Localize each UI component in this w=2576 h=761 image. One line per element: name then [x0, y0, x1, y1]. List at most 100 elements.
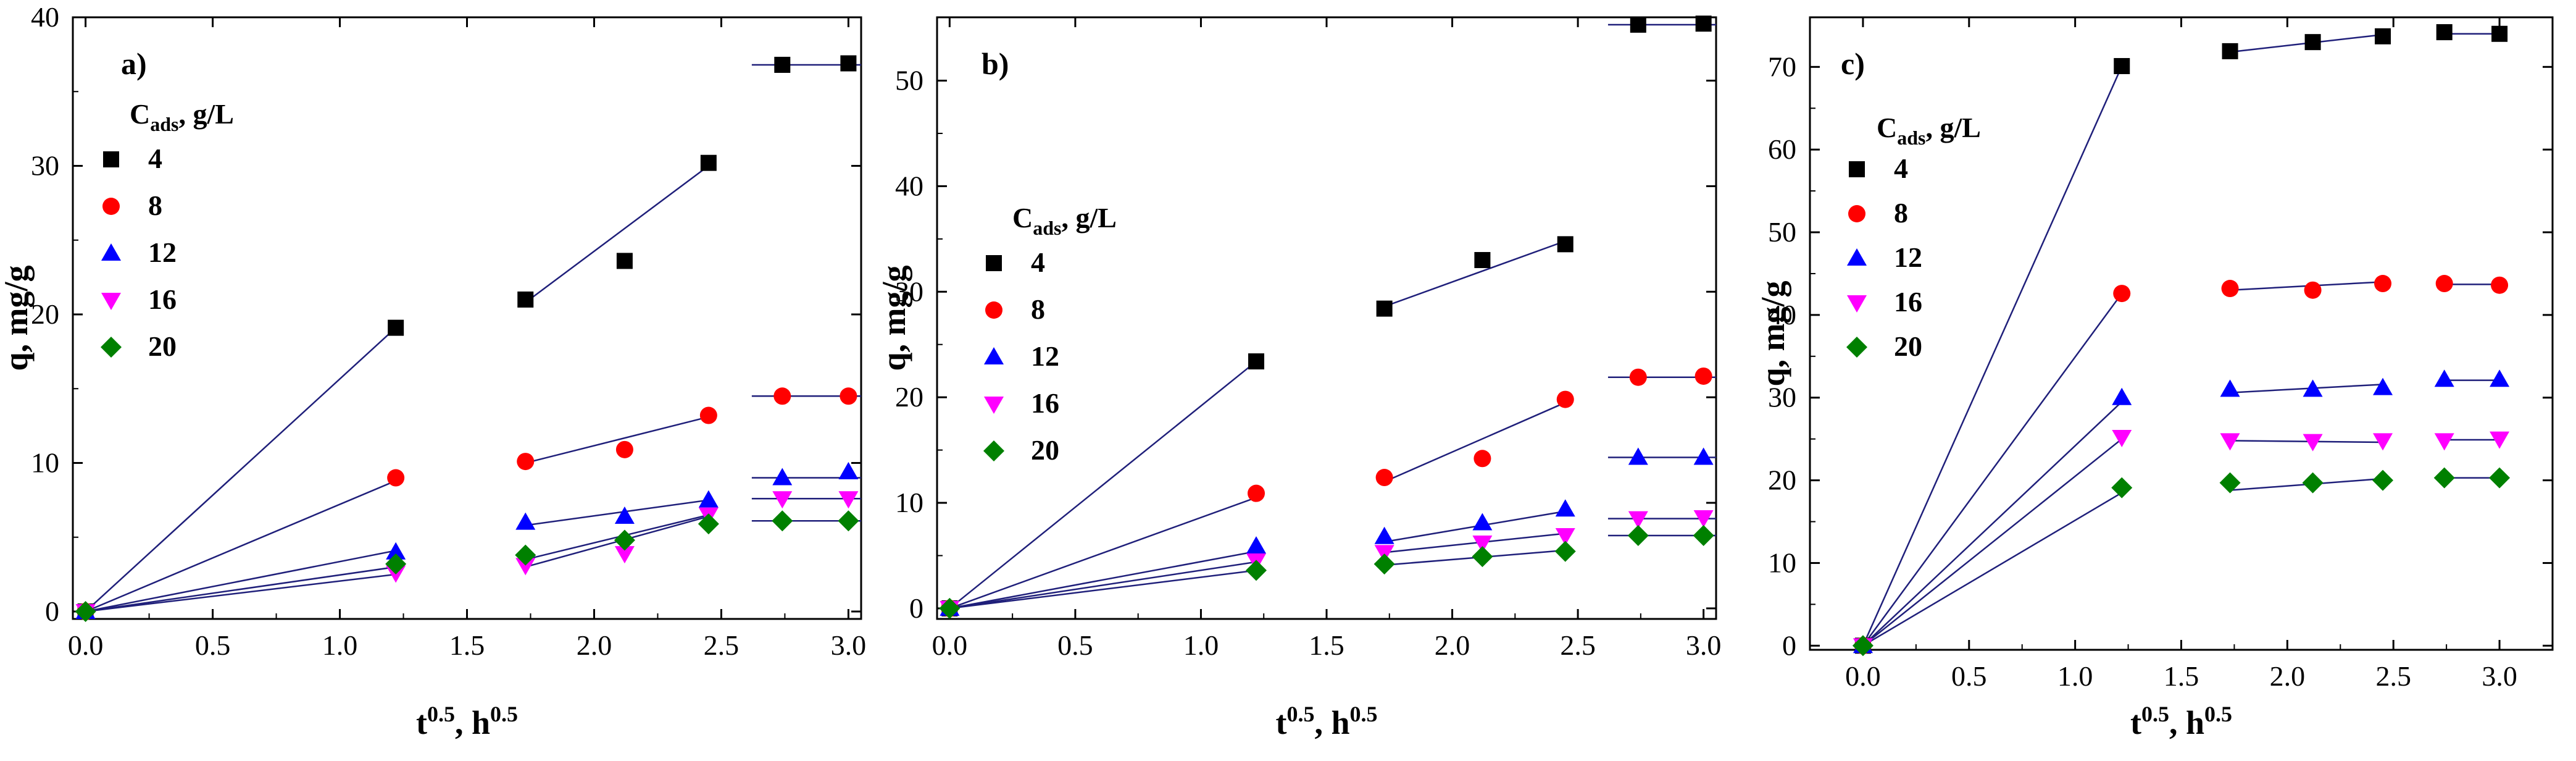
data-point-4 — [1695, 15, 1712, 32]
legend-marker-20 — [1846, 337, 1867, 358]
data-point-20 — [515, 544, 536, 566]
data-point-20 — [1554, 540, 1576, 562]
data-point-12 — [772, 468, 793, 486]
data-point-12 — [1693, 447, 1714, 465]
legend-label-12: 12 — [1894, 242, 1922, 273]
x-tick-label: 3.0 — [1686, 629, 1722, 661]
data-point-20 — [1472, 546, 1493, 568]
data-point-16 — [1472, 535, 1493, 553]
data-point-4 — [700, 154, 717, 171]
x-axis-title: t0.5, h0.5 — [416, 702, 518, 741]
data-point-8 — [1473, 450, 1491, 468]
chart-panel-b: 0.0 0.5 1.0 1.5 2.0 2.5 3.0 0 10 20 30 40 50 t0.5, h0… — [875, 15, 1721, 741]
panel-label: a) — [121, 46, 147, 81]
data-point-4 — [2222, 43, 2238, 59]
x-tick-label: 2.0 — [2270, 660, 2306, 692]
data-point-12 — [1628, 447, 1648, 465]
data-point-4 — [2375, 28, 2391, 44]
data-point-16 — [2112, 429, 2132, 447]
legend-label-20: 20 — [1031, 434, 1059, 466]
y-tick-label: 0 — [909, 592, 923, 624]
data-point-20 — [1852, 635, 1874, 657]
legend-marker-20 — [101, 337, 122, 358]
x-tick-label: 2.0 — [1435, 629, 1470, 661]
data-point-16 — [772, 491, 793, 509]
data-point-16 — [2303, 434, 2323, 452]
fit-line-8 — [1862, 293, 2123, 647]
data-point-8 — [2435, 275, 2453, 293]
data-point-20 — [698, 513, 719, 535]
fit-line-16 — [1862, 438, 2123, 647]
data-point-4 — [774, 56, 791, 73]
legend-marker-8 — [1848, 205, 1865, 222]
data-point-8 — [2113, 285, 2131, 303]
y-tick-label: 30 — [31, 149, 59, 181]
data-point-12 — [614, 507, 635, 524]
legend-label-16: 16 — [148, 284, 177, 315]
data-point-4 — [2491, 25, 2508, 42]
y-tick-label: 40 — [895, 170, 923, 201]
legend-marker-12 — [984, 347, 1004, 364]
fit-line-8 — [949, 497, 1257, 610]
data-point-20 — [2489, 467, 2511, 489]
x-tick-label: 1.0 — [322, 629, 358, 661]
data-point-8 — [2304, 281, 2322, 299]
fit-line-12 — [85, 550, 396, 613]
fit-line-20 — [949, 570, 1257, 610]
data-point-12 — [1472, 513, 1493, 531]
data-point-20 — [838, 510, 859, 532]
legend-marker-20 — [983, 440, 1004, 461]
data-point-20 — [1246, 560, 1267, 581]
data-point-8 — [387, 469, 405, 487]
data-point-16 — [614, 546, 635, 564]
fit-line-16 — [949, 561, 1257, 610]
fit-line-4 — [1862, 65, 2123, 646]
data-point-12 — [2490, 369, 2510, 387]
data-point-20 — [2302, 472, 2324, 494]
data-point-4 — [388, 319, 404, 336]
legend-label-8: 8 — [148, 190, 162, 221]
data-point-16 — [2434, 433, 2454, 451]
fit-line-12 — [525, 499, 709, 526]
legend-marker-4 — [986, 255, 1002, 271]
data-point-4 — [1474, 252, 1491, 269]
x-tick-label: 0.0 — [68, 629, 104, 661]
data-point-4 — [1630, 16, 1646, 33]
legend-label-4: 4 — [148, 143, 162, 174]
data-point-16 — [1555, 528, 1575, 546]
legend-label-12: 12 — [148, 237, 177, 268]
legend-label-20: 20 — [1894, 330, 1922, 362]
data-point-16 — [838, 491, 859, 509]
x-tick-label: 3.0 — [2482, 660, 2517, 692]
y-axis-title: q, mg/g — [875, 265, 912, 371]
data-point-16 — [2490, 431, 2510, 449]
data-point-4 — [2114, 57, 2130, 74]
legend-label-12: 12 — [1031, 340, 1059, 372]
data-point-8 — [2221, 280, 2239, 298]
data-point-20 — [939, 597, 961, 619]
data-point-16 — [2373, 433, 2393, 451]
legend-title: Cads, g/L — [130, 98, 234, 135]
fit-line-16 — [85, 566, 396, 613]
data-point-8 — [699, 406, 717, 424]
legend-marker-16 — [1847, 295, 1867, 313]
x-tick-label: 0.5 — [195, 629, 231, 661]
y-tick-label: 60 — [1768, 133, 1796, 165]
y-tick-label: 0 — [1782, 629, 1796, 661]
y-tick-label: 0 — [45, 595, 59, 627]
x-tick-label: 2.5 — [2375, 660, 2411, 692]
data-point-20 — [385, 553, 407, 575]
data-point-8 — [517, 453, 535, 471]
legend-marker-8 — [985, 301, 1002, 319]
y-tick-label: 10 — [31, 447, 59, 478]
y-tick-label: 20 — [895, 381, 923, 413]
x-tick-label: 0.0 — [932, 629, 968, 661]
fit-line-12 — [1862, 401, 2123, 647]
data-point-12 — [2220, 379, 2240, 397]
data-point-12 — [1555, 499, 1575, 517]
fit-line-20 — [85, 573, 396, 613]
x-tick-label: 1.0 — [2057, 660, 2093, 692]
data-point-20 — [2111, 477, 2133, 498]
y-axis-title: q, mg/g — [0, 265, 35, 371]
data-point-16 — [2220, 433, 2240, 451]
